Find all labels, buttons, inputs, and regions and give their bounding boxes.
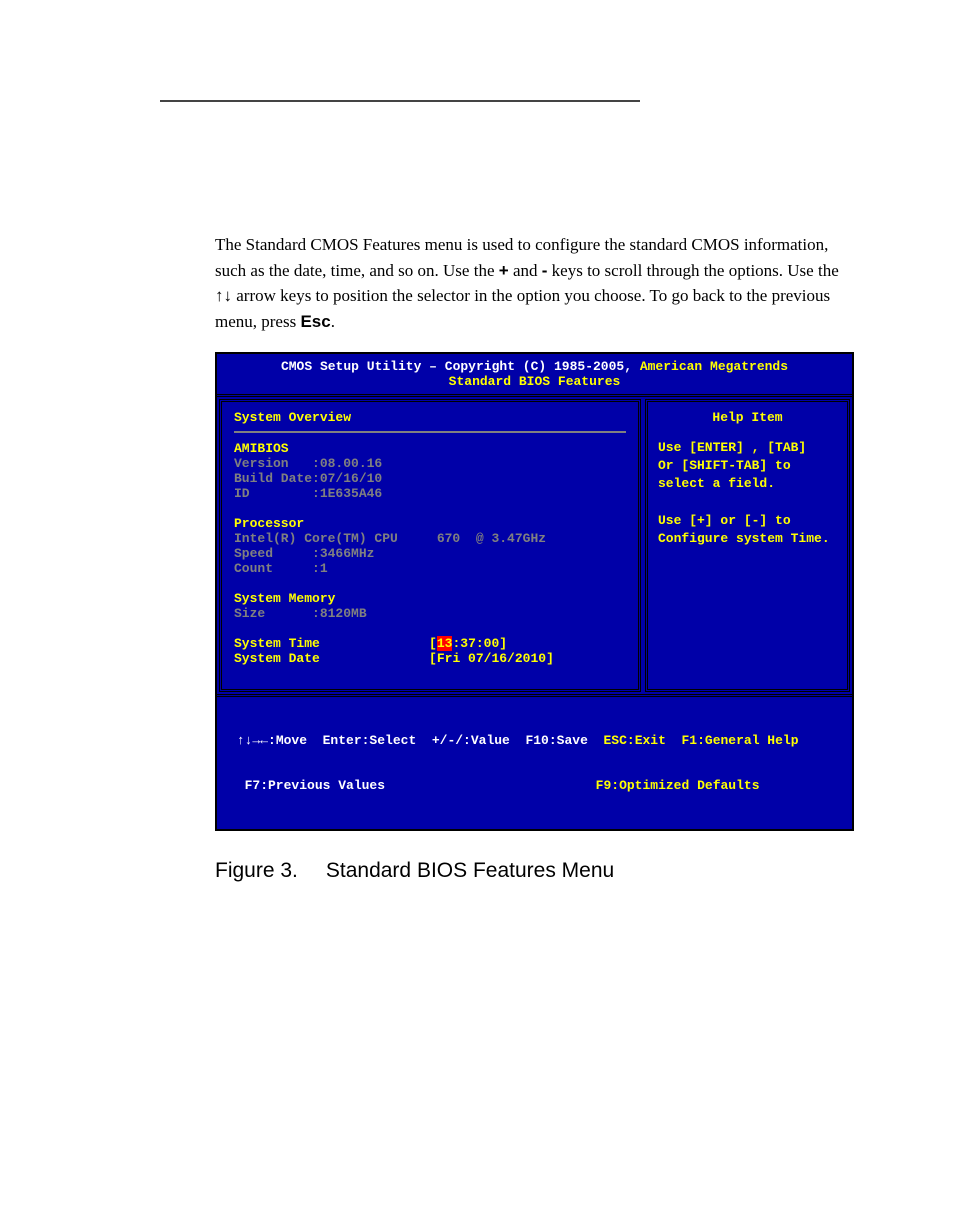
speed-row: Speed :3466MHz	[234, 546, 626, 561]
intro-paragraph: The Standard CMOS Features menu is used …	[215, 232, 854, 334]
blank-row-2	[234, 576, 626, 591]
blank-row-1	[234, 501, 626, 516]
processor-heading: Processor	[234, 516, 626, 531]
build-label: Build Date:	[234, 471, 320, 486]
help-line-6: Configure system Time.	[658, 530, 837, 548]
build-row: Build Date:07/16/10	[234, 471, 626, 486]
time-hour-selected[interactable]: 13	[437, 636, 453, 651]
id-row: ID :1E635A46	[234, 486, 626, 501]
bios-header-line1: CMOS Setup Utility – Copyright (C) 1985-…	[225, 359, 844, 374]
footer-f9: F9:Optimized Defaults	[596, 778, 760, 793]
figure-caption: Figure 3. Standard BIOS Features Menu	[215, 859, 894, 883]
version-label: Version :	[234, 456, 320, 471]
time-rest: :37:00]	[452, 636, 507, 651]
system-overview-title: System Overview	[234, 410, 626, 433]
blank-row-4	[234, 666, 626, 681]
system-time-label: System Time	[234, 636, 429, 651]
build-value: 07/16/10	[320, 471, 382, 486]
system-date-label: System Date	[234, 651, 429, 666]
figure-number: Figure 3.	[215, 859, 298, 882]
version-row: Version :08.00.16	[234, 456, 626, 471]
system-time-row[interactable]: System Time [13:37:00]	[234, 636, 626, 651]
footer-nav: ↑↓→←:Move Enter:Select +/-/:Value F10:Sa…	[237, 733, 604, 748]
help-line-1: Use [ENTER] , [TAB]	[658, 439, 837, 457]
arrow-keys: ↑↓	[215, 286, 232, 305]
size-value: 8120MB	[320, 606, 367, 621]
version-value: 08.00.16	[320, 456, 382, 471]
intro-text-5: through the options. Use the	[647, 261, 839, 280]
count-label: Count :	[234, 561, 320, 576]
intro-text-1: The Standard CMOS Features menu is used …	[215, 235, 740, 254]
cpu-row: Intel(R) Core(TM) CPU 670 @ 3.47GHz	[234, 531, 626, 546]
count-value: 1	[320, 561, 328, 576]
header-brand: American Megatrends	[640, 359, 788, 374]
footer-f7: F7:Previous Values	[229, 778, 385, 793]
bios-help-panel: Help Item Use [ENTER] , [TAB] Or [SHIFT-…	[645, 399, 850, 692]
figure-title: Standard BIOS Features Menu	[326, 859, 614, 882]
bios-footer: ↑↓→←:Move Enter:Select +/-/:Value F10:Sa…	[217, 697, 852, 829]
bios-body: System Overview AMIBIOS Version :08.00.1…	[217, 394, 852, 697]
help-blank	[658, 494, 837, 512]
date-value: [Fri 07/16/2010]	[429, 651, 554, 666]
size-label: Size :	[234, 606, 320, 621]
size-row: Size :8120MB	[234, 606, 626, 621]
help-title: Help Item	[658, 410, 837, 431]
id-value: 1E635A46	[320, 486, 382, 501]
esc-key: Esc	[300, 312, 330, 331]
intro-text-6: arrow keys to position the selector in t…	[232, 286, 512, 305]
system-date-row[interactable]: System Date [Fri 07/16/2010]	[234, 651, 626, 666]
blank-row-3	[234, 621, 626, 636]
count-row: Count :1	[234, 561, 626, 576]
speed-label: Speed :	[234, 546, 320, 561]
intro-text-8: .	[331, 312, 335, 331]
bios-header-line2: Standard BIOS Features	[225, 374, 844, 389]
intro-text-4: keys to scroll	[547, 261, 642, 280]
amibios-heading: AMIBIOS	[234, 441, 626, 456]
time-bracket: [	[429, 636, 437, 651]
header-copyright: CMOS Setup Utility – Copyright (C) 1985-…	[281, 359, 640, 374]
plus-key: +	[499, 261, 509, 280]
footer-esc-help: ESC:Exit F1:General Help	[603, 733, 798, 748]
help-line-2: Or [SHIFT-TAB] to	[658, 457, 837, 475]
bios-screenshot: CMOS Setup Utility – Copyright (C) 1985-…	[215, 352, 854, 831]
bios-header: CMOS Setup Utility – Copyright (C) 1985-…	[217, 354, 852, 394]
horizontal-rule	[160, 100, 640, 102]
memory-heading: System Memory	[234, 591, 626, 606]
help-line-3: select a field.	[658, 475, 837, 493]
bios-main-panel: System Overview AMIBIOS Version :08.00.1…	[219, 399, 641, 692]
footer-line-1: ↑↓→←:Move Enter:Select +/-/:Value F10:Sa…	[229, 733, 840, 748]
footer-line-2: F7:Previous Values F9:Optimized Defaults	[229, 778, 840, 793]
id-label: ID :	[234, 486, 320, 501]
speed-value: 3466MHz	[320, 546, 375, 561]
help-line-5: Use [+] or [-] to	[658, 512, 837, 530]
intro-text-3: and	[509, 261, 542, 280]
